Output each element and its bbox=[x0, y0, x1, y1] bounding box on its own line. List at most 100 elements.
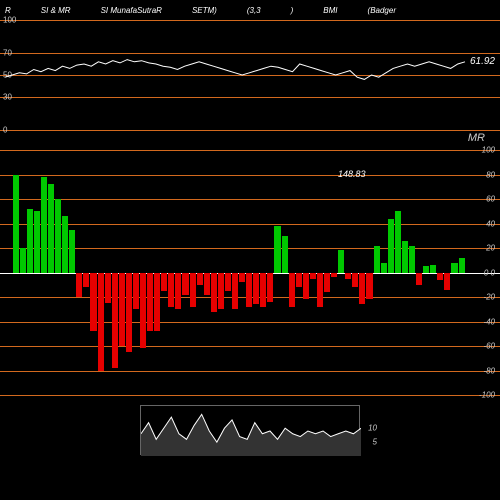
mr-bar bbox=[395, 150, 401, 395]
mini-panel: 510 bbox=[140, 405, 360, 455]
rsi-gridline bbox=[0, 97, 500, 98]
mr-bar bbox=[112, 150, 118, 395]
mr-bar bbox=[459, 150, 465, 395]
mr-bar bbox=[182, 150, 188, 395]
header-item: R bbox=[5, 6, 11, 15]
mr-axis-label: -80 bbox=[483, 366, 495, 375]
mr-bar bbox=[338, 150, 344, 395]
mr-bar bbox=[267, 150, 273, 395]
mr-bar bbox=[246, 150, 252, 395]
mr-bar bbox=[366, 150, 372, 395]
rsi-gridline bbox=[0, 75, 500, 76]
mr-bar bbox=[296, 150, 302, 395]
mr-bar bbox=[119, 150, 125, 395]
mr-axis-label: 60 bbox=[486, 195, 495, 204]
mr-axis-label: -20 bbox=[483, 293, 495, 302]
mr-bar bbox=[402, 150, 408, 395]
rsi-gridline bbox=[0, 20, 500, 21]
mr-title: MR bbox=[468, 132, 485, 144]
header-item: SETM) bbox=[192, 6, 217, 15]
mr-axis-label: -100 bbox=[479, 391, 495, 400]
mr-bar bbox=[218, 150, 224, 395]
mr-bar bbox=[416, 150, 422, 395]
header-item: BMI bbox=[323, 6, 337, 15]
mini-line-chart bbox=[141, 406, 361, 456]
header-item: SI MunafaSutraR bbox=[101, 6, 162, 15]
mr-bar bbox=[239, 150, 245, 395]
mr-bar bbox=[282, 150, 288, 395]
header-row: R SI & MR SI MunafaSutraR SETM) (3,3 ) B… bbox=[0, 0, 500, 20]
rsi-axis-label: 30 bbox=[3, 93, 12, 102]
rsi-axis-label: 0 bbox=[3, 126, 7, 135]
mr-bar bbox=[62, 150, 68, 395]
mr-bars bbox=[5, 150, 465, 395]
mr-bar bbox=[430, 150, 436, 395]
mini-axis-label: 10 bbox=[368, 424, 377, 433]
mr-bar bbox=[423, 150, 429, 395]
mr-bar bbox=[374, 150, 380, 395]
mr-bar bbox=[98, 150, 104, 395]
mr-bar bbox=[20, 150, 26, 395]
mr-bar bbox=[197, 150, 203, 395]
mr-bar bbox=[69, 150, 75, 395]
header-item: (Badger bbox=[368, 6, 396, 15]
mr-bar bbox=[6, 150, 12, 395]
header-item: ) bbox=[291, 6, 294, 15]
rsi-axis-label: 100 bbox=[3, 16, 16, 25]
mr-bar bbox=[381, 150, 387, 395]
mr-bar bbox=[303, 150, 309, 395]
mr-axis-label: 80 bbox=[486, 170, 495, 179]
mr-bar bbox=[352, 150, 358, 395]
mr-bar bbox=[48, 150, 54, 395]
mr-gridline bbox=[0, 395, 500, 396]
mr-bar bbox=[161, 150, 167, 395]
mr-bar bbox=[154, 150, 160, 395]
mr-axis-label: 100 bbox=[482, 146, 495, 155]
mr-bar bbox=[133, 150, 139, 395]
mr-bar bbox=[225, 150, 231, 395]
mr-axis-label: -60 bbox=[483, 342, 495, 351]
mr-bar bbox=[41, 150, 47, 395]
mr-bar bbox=[34, 150, 40, 395]
rsi-axis-label: 70 bbox=[3, 49, 12, 58]
mr-bar bbox=[168, 150, 174, 395]
mr-axis-label: -40 bbox=[483, 317, 495, 326]
mr-bar bbox=[331, 150, 337, 395]
rsi-panel: 030507010061.92 bbox=[0, 20, 500, 130]
rsi-gridline bbox=[0, 130, 500, 131]
rsi-gridline bbox=[0, 53, 500, 54]
mr-bar bbox=[204, 150, 210, 395]
mr-bar bbox=[253, 150, 259, 395]
mr-bar bbox=[211, 150, 217, 395]
mr-bar bbox=[444, 150, 450, 395]
mr-bar bbox=[359, 150, 365, 395]
mr-bar bbox=[345, 150, 351, 395]
mr-bar bbox=[274, 150, 280, 395]
mr-value-label: 148.83 bbox=[338, 169, 366, 179]
mr-bar bbox=[27, 150, 33, 395]
mr-bar bbox=[55, 150, 61, 395]
mr-bar bbox=[289, 150, 295, 395]
mr-bar bbox=[147, 150, 153, 395]
mr-bar bbox=[409, 150, 415, 395]
mr-bar bbox=[451, 150, 457, 395]
mr-bar bbox=[260, 150, 266, 395]
mr-bar bbox=[232, 150, 238, 395]
header-item: SI & MR bbox=[41, 6, 71, 15]
rsi-current-value: 61.92 bbox=[470, 56, 495, 67]
mr-bar bbox=[388, 150, 394, 395]
mr-bar bbox=[437, 150, 443, 395]
mr-bar bbox=[13, 150, 19, 395]
mr-panel: MR 100806040200 0-20-40-60-80-100148.83 bbox=[0, 150, 500, 395]
mr-bar bbox=[83, 150, 89, 395]
rsi-axis-label: 50 bbox=[3, 71, 12, 80]
mr-bar bbox=[317, 150, 323, 395]
mr-bar bbox=[126, 150, 132, 395]
mr-bar bbox=[310, 150, 316, 395]
mr-bar bbox=[175, 150, 181, 395]
mr-bar bbox=[105, 150, 111, 395]
header-item: (3,3 bbox=[247, 6, 261, 15]
mr-axis-label: 40 bbox=[486, 219, 495, 228]
mr-axis-label: 20 bbox=[486, 244, 495, 253]
mr-bar bbox=[190, 150, 196, 395]
